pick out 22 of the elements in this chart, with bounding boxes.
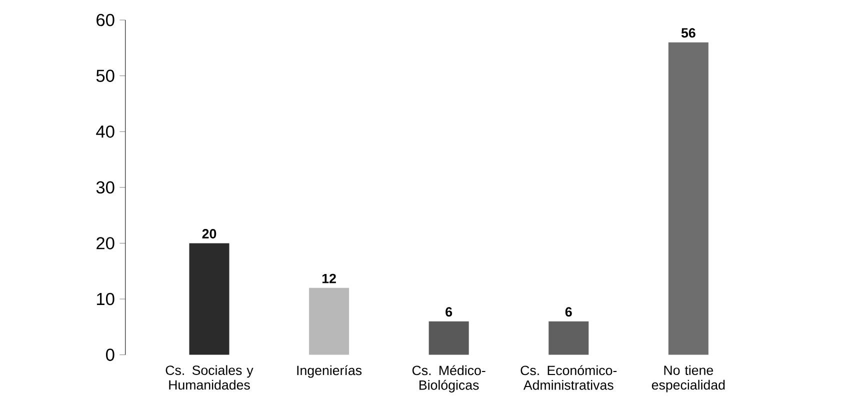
y-tick-label: 10 (97, 292, 114, 306)
data-label: 6 (565, 307, 572, 317)
y-tick-label: 20 (96, 237, 114, 250)
bar (668, 42, 708, 355)
x-tick-label: Cs. Económico-Administrativas (520, 365, 617, 390)
y-tick-label: 40 (96, 126, 114, 138)
bar (428, 321, 469, 355)
x-tick-label: No tiene especialidad (652, 365, 725, 392)
data-label: 12 (322, 274, 336, 284)
x-tick-label: Ingenierías (297, 365, 362, 378)
y-tick-label: 30 (96, 181, 114, 194)
data-label: 6 (446, 307, 452, 317)
data-label: 20 (202, 229, 216, 239)
bar (189, 243, 230, 355)
bar (548, 321, 589, 355)
bar (309, 288, 350, 355)
y-tick-label: 60 (96, 14, 114, 26)
x-tick-label: Cs. Sociales y Humanidades (166, 365, 254, 390)
data-label: 56 (681, 28, 696, 38)
y-tick-label: 0 (106, 348, 114, 362)
y-tick-label: 50 (96, 70, 114, 82)
x-tick-label: Cs. Médico-Biológicas (412, 365, 486, 393)
